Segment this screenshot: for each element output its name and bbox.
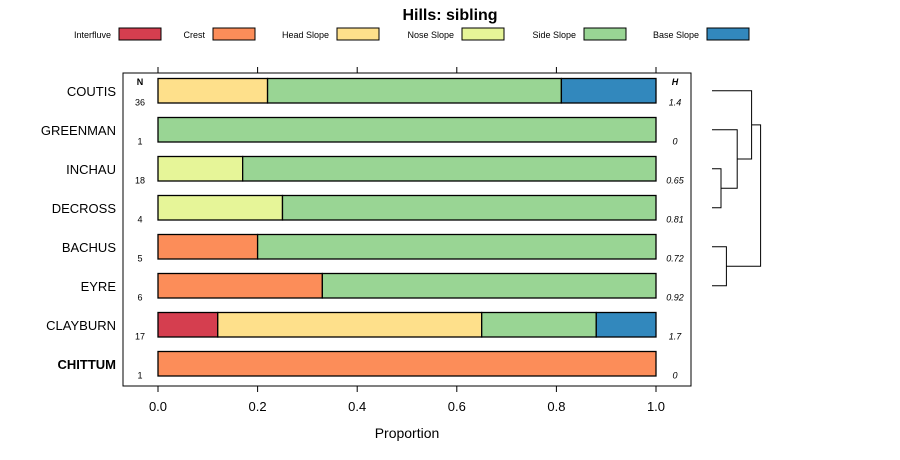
legend-label-side-slope: Side Slope [532,30,576,40]
dendrogram-branch-4 [712,90,753,160]
bar-bachus-side-slope [256,233,657,260]
n-values: 36 1 18 4 5 6 17 1 [135,98,145,381]
legend-swatch-nose-slope [461,27,505,41]
legend-label-nose-slope: Nose Slope [407,30,454,40]
bar-clayburn-base-slope [595,311,657,338]
x-axis: 0.0 0.2 0.4 0.6 0.8 1.0 [149,67,665,414]
category-label-eyre: EYRE [81,279,117,294]
legend-swatch-side-slope [583,27,627,41]
dendrogram-branch-5 [726,124,762,267]
dendrogram-branch-1 [712,168,722,209]
bar-coutis-head-slope [157,77,269,104]
x-tick-label-5: 1.0 [647,399,665,414]
bar-decross-nose-slope [157,194,284,221]
legend-label-crest: Crest [183,30,205,40]
legend-label-head-slope: Head Slope [282,30,329,40]
x-tick-label-0: 0.0 [149,399,167,414]
n-value-chittum: 1 [137,371,142,381]
legend-swatch-crest [212,27,256,41]
legend-swatch-head-slope [336,27,380,41]
category-label-clayburn: CLAYBURN [46,318,116,333]
n-value-decross: 4 [137,215,142,225]
bar-decross-side-slope [281,194,657,221]
x-tick-label-4: 0.8 [547,399,565,414]
h-column-header: H [672,77,679,87]
bars-group [157,77,657,377]
x-tick-label-3: 0.6 [448,399,466,414]
n-value-bachus: 5 [137,254,142,264]
bar-inchau-nose-slope [157,155,244,182]
legend: Interfluve Crest Head Slope Nose Slope Side … [74,27,750,41]
n-value-eyre: 6 [137,293,142,303]
category-label-bachus: BACHUS [62,240,117,255]
dendrogram [712,90,762,287]
bar-bachus-crest [157,233,259,260]
bar-clayburn-side-slope [481,311,597,338]
h-value-bachus: 0.72 [666,254,684,264]
bar-eyre-crest [157,272,323,299]
bar-greenman-side-slope [157,116,657,143]
n-value-clayburn: 17 [135,332,145,342]
legend-swatch-interfluve [118,27,162,41]
category-labels: COUTIS GREENMAN INCHAU DECROSS BACHUS EYRE CLA… [41,84,116,372]
category-label-inchau: INCHAU [66,162,116,177]
dendrogram-branch-2 [712,246,727,287]
bar-inchau-side-slope [242,155,657,182]
n-value-inchau: 18 [135,176,145,186]
legend-label-base-slope: Base Slope [653,30,699,40]
bar-clayburn-head-slope [217,311,483,338]
h-values: 1.4 0 0.65 0.81 0.72 0.92 1.7 0 [666,98,685,381]
h-value-chittum: 0 [672,371,677,381]
bar-coutis-base-slope [560,77,657,104]
h-value-decross: 0.81 [666,215,684,225]
legend-label-interfluve: Interfluve [74,30,111,40]
x-tick-label-2: 0.4 [348,399,366,414]
n-column-header: N [137,77,144,87]
category-label-coutis: COUTIS [67,84,116,99]
h-value-clayburn: 1.7 [669,332,683,342]
x-axis-label: Proportion [375,425,440,441]
dendrogram-branch-3 [712,129,738,189]
n-value-coutis: 36 [135,98,145,108]
bar-chittum-crest [157,350,657,377]
h-value-coutis: 1.4 [669,98,682,108]
bar-coutis-side-slope [266,77,563,104]
n-value-greenman: 1 [137,137,142,147]
chart-title: Hills: sibling [402,7,497,24]
h-value-eyre: 0.92 [666,293,684,303]
bar-eyre-side-slope [321,272,657,299]
bar-clayburn-interfluve [157,311,219,338]
h-value-greenman: 0 [672,137,677,147]
x-tick-label-1: 0.2 [249,399,267,414]
legend-swatch-base-slope [706,27,750,41]
h-value-inchau: 0.65 [666,176,685,186]
category-label-greenman: GREENMAN [41,123,116,138]
category-label-decross: DECROSS [52,201,117,216]
category-label-chittum: CHITTUM [58,357,117,372]
plot-frame [122,72,692,387]
